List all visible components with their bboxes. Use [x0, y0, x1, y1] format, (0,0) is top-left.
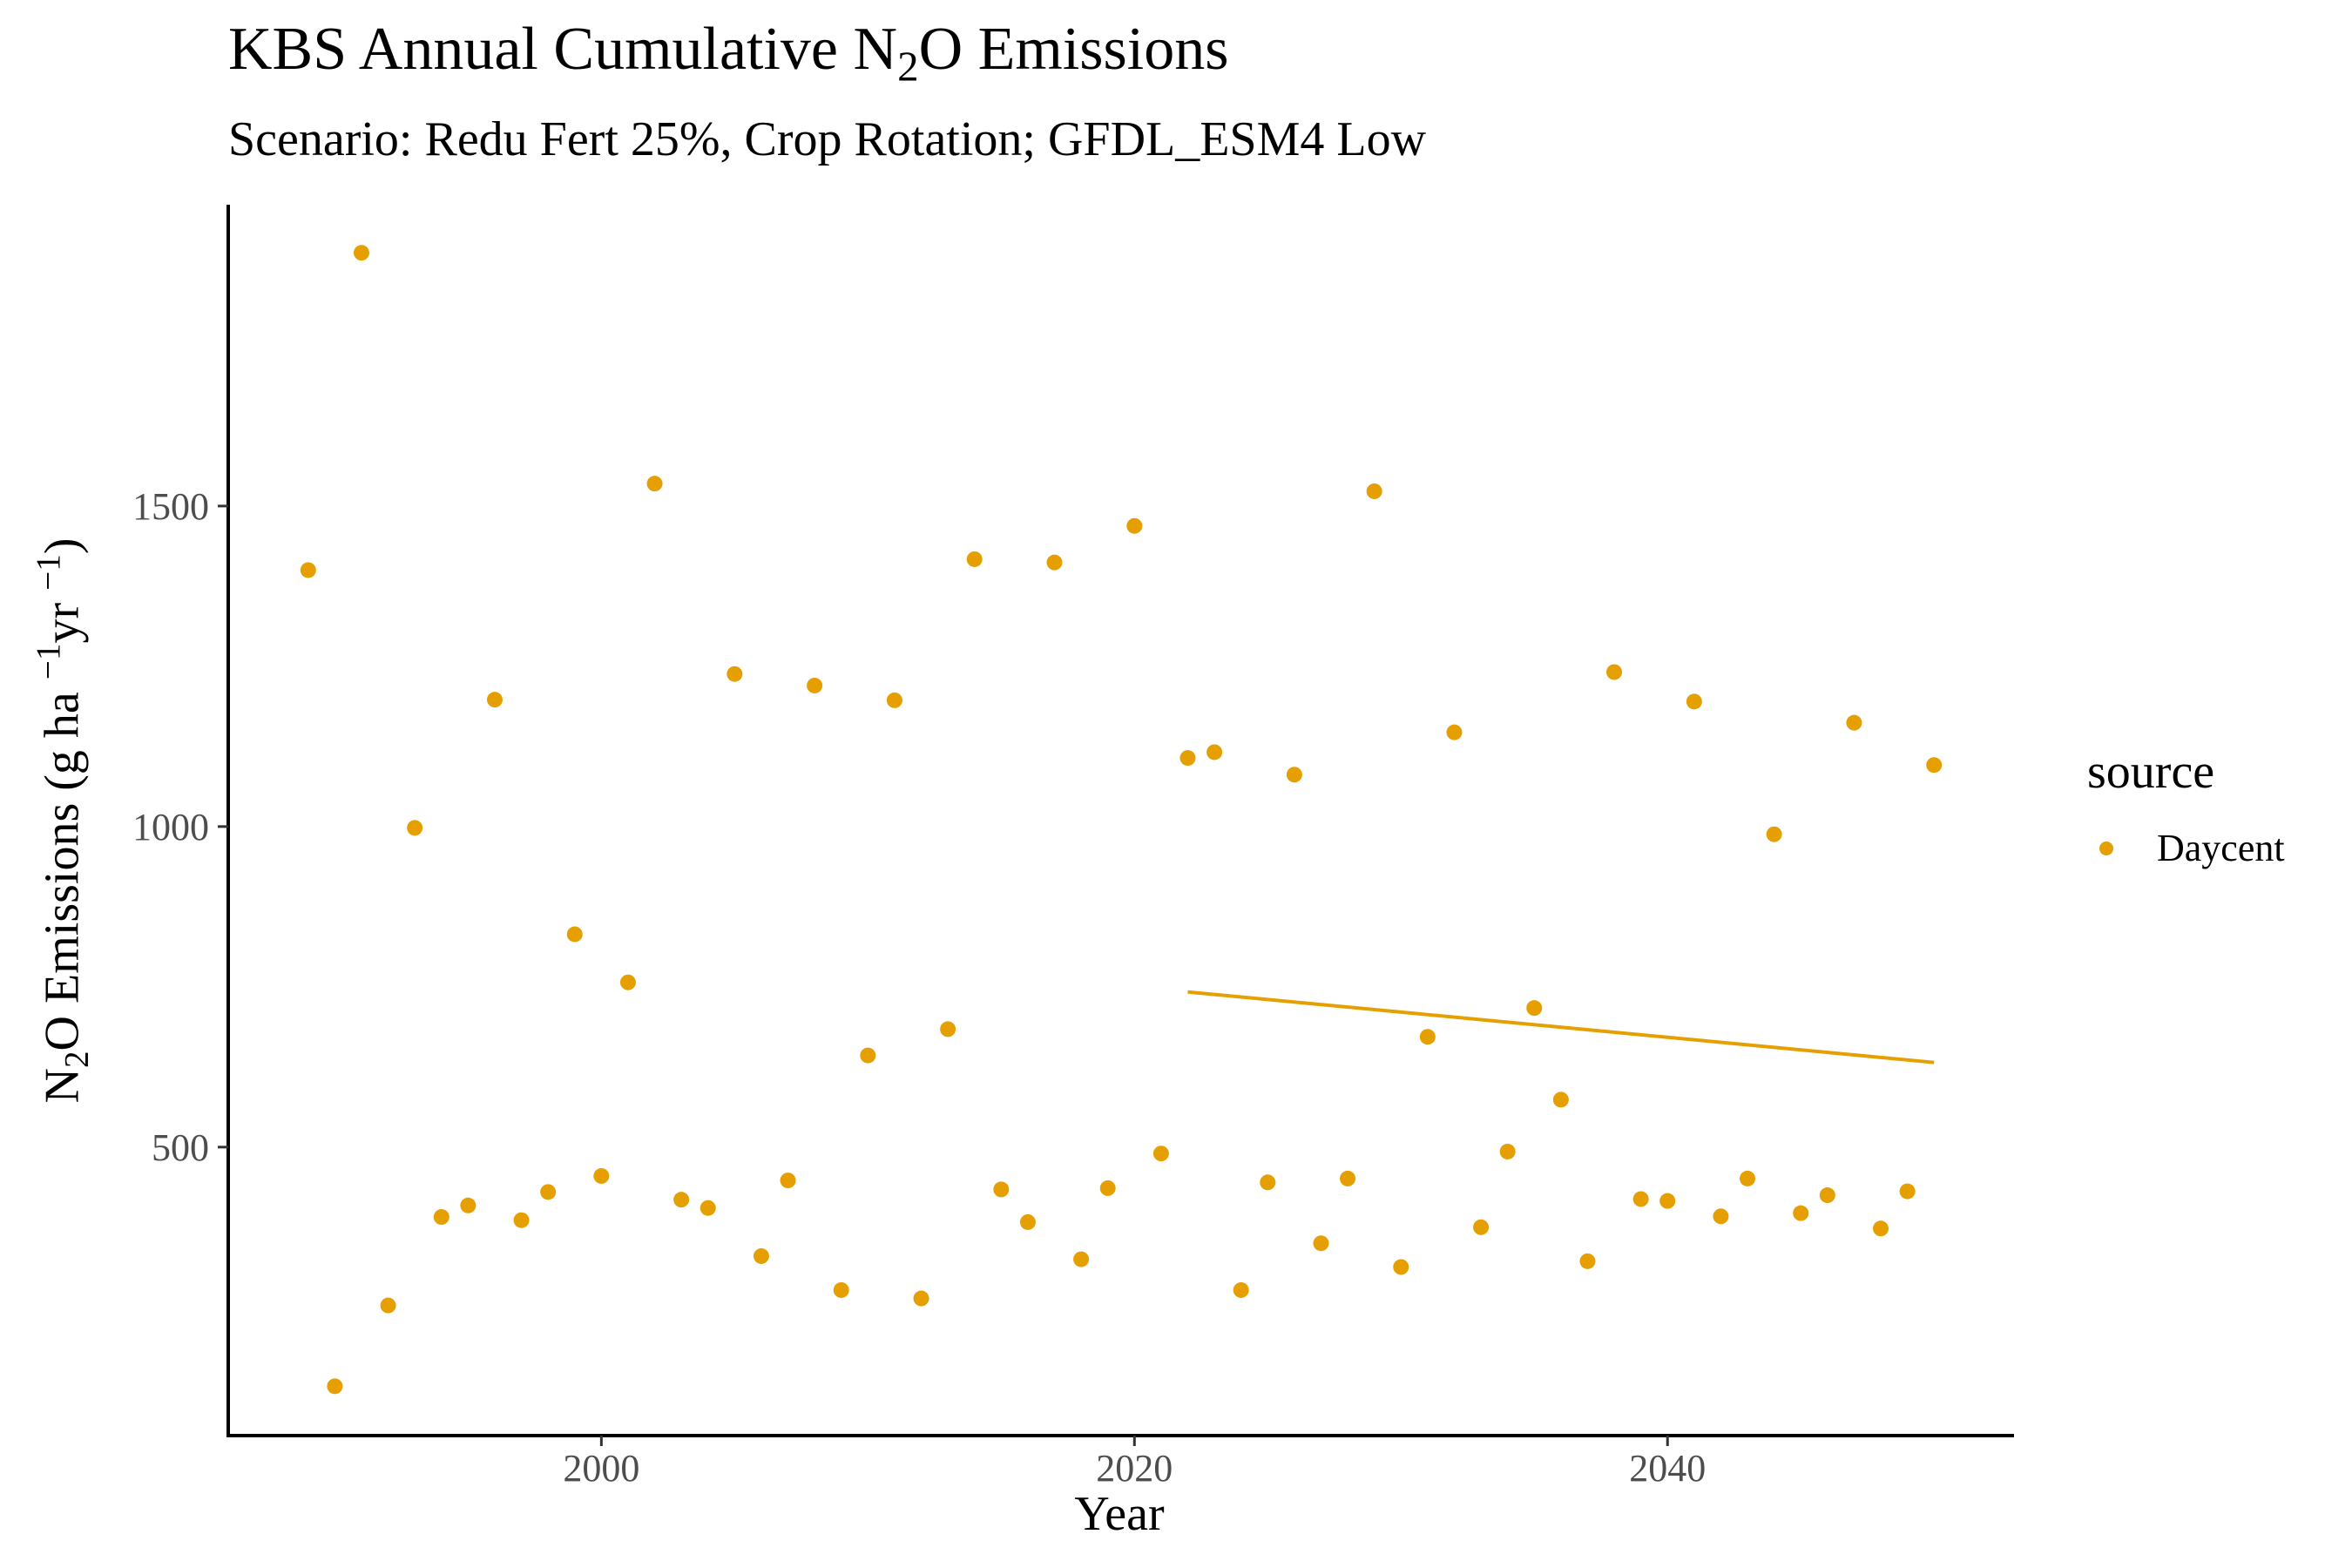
data-point: [966, 551, 983, 567]
y-tick-label: 1000: [132, 806, 209, 848]
data-point: [1819, 1187, 1835, 1204]
y-axis-title: N2O Emissions (g ha −1yr −1): [30, 537, 96, 1104]
data-point: [1366, 483, 1382, 499]
data-point: [753, 1247, 769, 1264]
x-tick-label: 2000: [563, 1447, 639, 1490]
data-point: [673, 1192, 690, 1208]
data-point: [1579, 1253, 1596, 1269]
x-tick-label: 2040: [1629, 1447, 1706, 1490]
data-point: [886, 692, 902, 708]
data-point: [1152, 1146, 1169, 1162]
data-point: [1340, 1170, 1356, 1186]
data-point: [1019, 1213, 1036, 1230]
data-point: [1926, 757, 1943, 774]
data-point: [327, 1378, 343, 1395]
y-tick-label: 1500: [132, 485, 209, 528]
data-point: [993, 1181, 1010, 1198]
data-point: [619, 974, 636, 990]
data-point: [1446, 724, 1463, 740]
data-point: [1526, 1000, 1543, 1017]
legend-entry-daycent: Daycent: [2099, 829, 2285, 868]
data-point: [700, 1200, 716, 1216]
data-point: [1606, 664, 1623, 680]
data-point: [1686, 693, 1702, 710]
data-point: [1073, 1251, 1090, 1267]
legend-label-daycent: Daycent: [2157, 827, 2285, 869]
data-point: [1552, 1092, 1569, 1108]
data-point: [1099, 1179, 1116, 1196]
data-point: [1419, 1029, 1436, 1045]
data-point: [1713, 1208, 1729, 1225]
data-point: [566, 926, 583, 943]
data-point: [1393, 1259, 1409, 1275]
x-axis-title: Year: [1074, 1487, 1165, 1541]
data-point: [833, 1281, 849, 1298]
data-point: [1659, 1193, 1676, 1209]
legend-key-daycent: [2099, 841, 2113, 855]
data-point: [646, 476, 663, 492]
data-point: [1793, 1205, 1809, 1221]
data-point: [593, 1167, 610, 1184]
data-point: [913, 1290, 929, 1307]
data-point: [1740, 1170, 1756, 1186]
y-tick-label: 500: [152, 1126, 209, 1169]
data-point: [433, 1209, 449, 1226]
data-point: [1846, 714, 1862, 731]
data-point: [407, 820, 423, 836]
x-tick-label: 2020: [1096, 1447, 1173, 1490]
data-point: [807, 677, 823, 693]
data-point: [940, 1021, 956, 1037]
data-point: [1766, 826, 1782, 842]
ticks: 2000 2020 2040 500 1000 1500: [132, 485, 1706, 1490]
data-point: [1206, 744, 1223, 760]
trend-line: [1187, 990, 1935, 1064]
data-point: [1499, 1143, 1516, 1159]
axes: [226, 205, 2014, 1437]
data-point: [1473, 1219, 1490, 1235]
data-point: [353, 245, 369, 261]
data-point: [513, 1212, 530, 1228]
data-point: [1632, 1191, 1649, 1207]
data-point: [860, 1047, 876, 1064]
data-point: [540, 1184, 557, 1200]
data-point: [486, 692, 503, 708]
data-point: [727, 666, 743, 682]
data-point: [1873, 1220, 1889, 1237]
data-point: [1286, 767, 1302, 783]
data-point: [780, 1173, 796, 1189]
legend-title: source: [2087, 745, 2215, 799]
chart-subtitle: Scenario: Redu Fert 25%, Crop Rotation; …: [228, 112, 1427, 166]
data-point: [1260, 1174, 1276, 1191]
data-points: [300, 245, 1943, 1395]
data-point: [1233, 1281, 1249, 1298]
data-point: [380, 1297, 396, 1314]
data-point: [1313, 1235, 1329, 1252]
data-point: [1179, 750, 1196, 767]
data-point: [1126, 517, 1143, 534]
data-point: [300, 562, 316, 578]
chart-title: KBS Annual Cumulative N2O Emissions: [228, 16, 1229, 91]
data-point: [1046, 554, 1063, 571]
data-point: [1899, 1183, 1916, 1200]
data-point: [460, 1197, 476, 1213]
